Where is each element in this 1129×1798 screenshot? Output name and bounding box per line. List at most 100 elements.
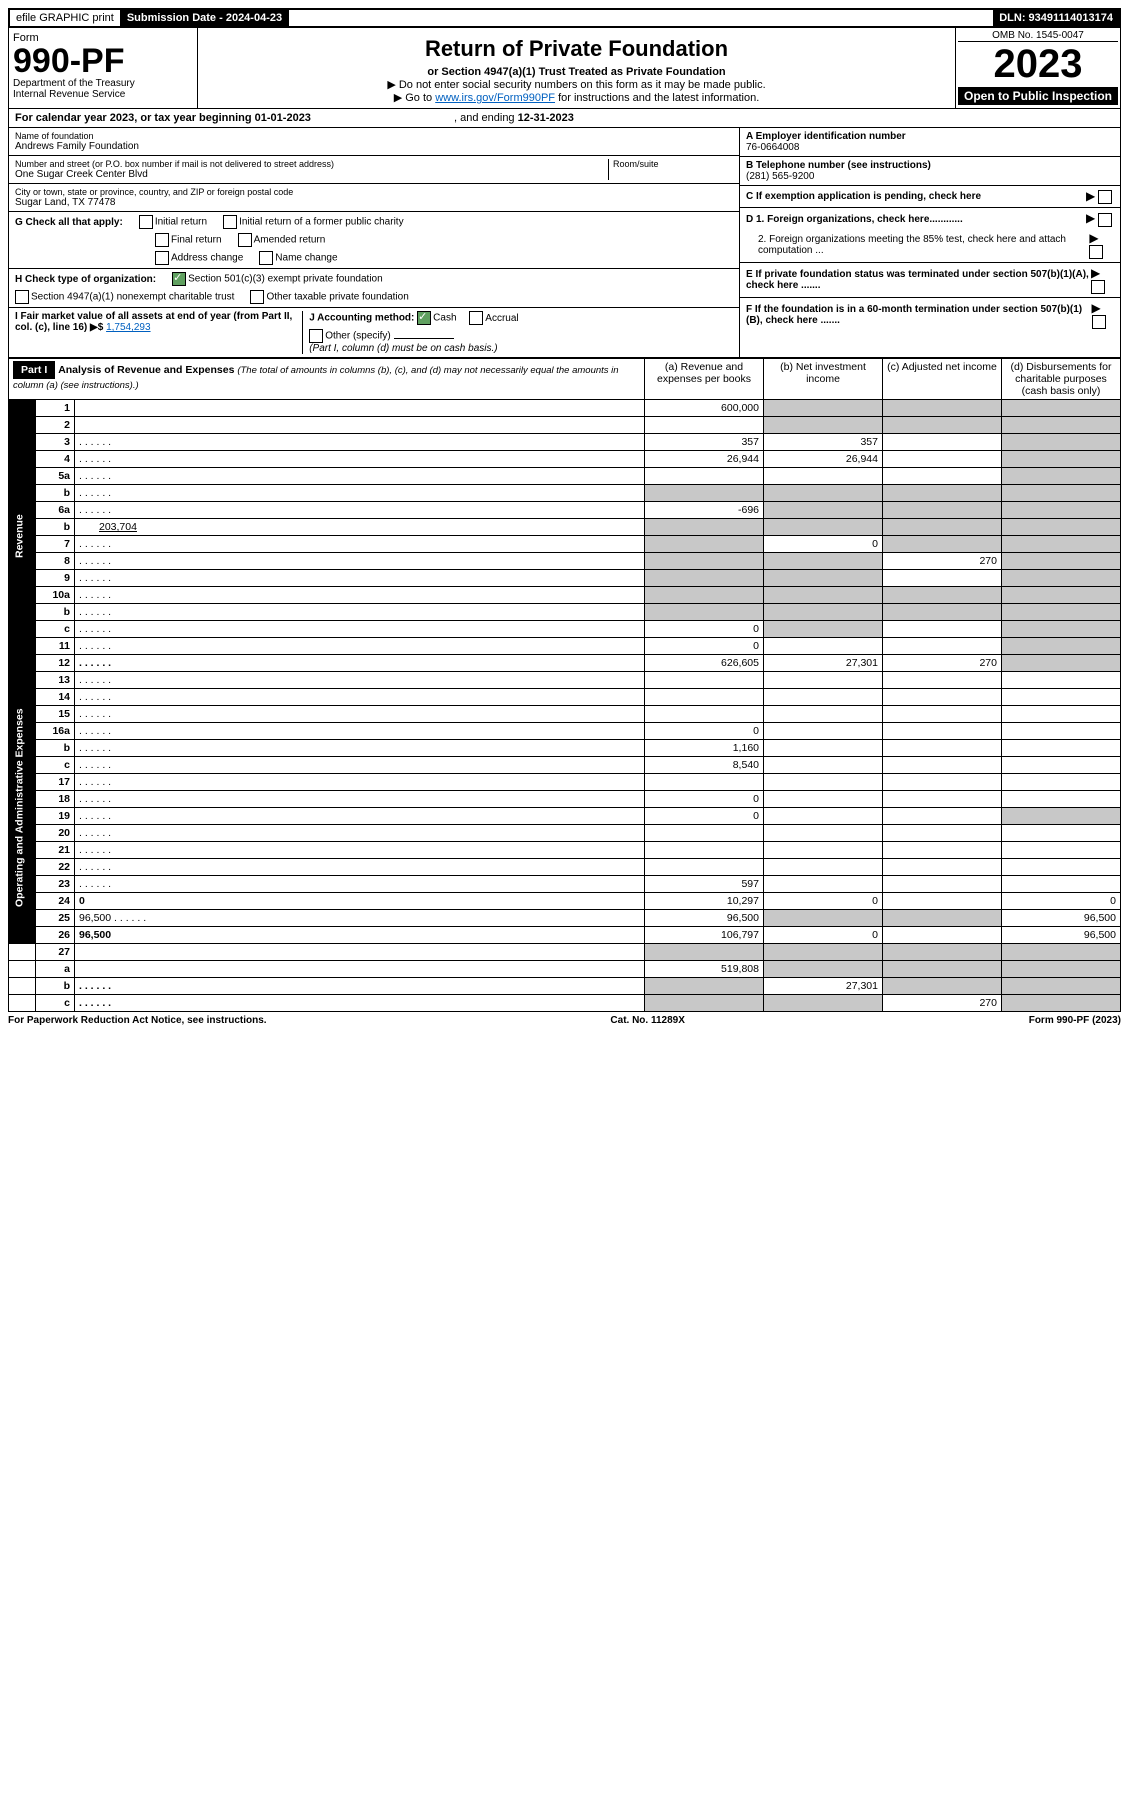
value-cell-d <box>1002 587 1121 604</box>
value-cell-a: 26,944 <box>645 451 764 468</box>
form-number: 990-PF <box>13 44 193 78</box>
value-cell-a <box>645 689 764 706</box>
value-cell-b: 27,301 <box>764 655 883 672</box>
value-cell-d <box>1002 978 1121 995</box>
line-desc: 96,500 . . . . . . <box>75 910 645 927</box>
table-row: c . . . . . .0 <box>9 621 1121 638</box>
line-desc: . . . . . . <box>75 672 645 689</box>
line-desc <box>75 400 645 417</box>
line-desc <box>75 417 645 434</box>
line-number: b <box>36 604 75 621</box>
table-row: 18 . . . . . .0 <box>9 791 1121 808</box>
cb-final[interactable] <box>155 233 169 247</box>
value-cell-d <box>1002 757 1121 774</box>
ein-label: A Employer identification number <box>746 131 906 142</box>
value-cell-c <box>883 417 1002 434</box>
line-number: 12 <box>36 655 75 672</box>
line-number: 27 <box>36 944 75 961</box>
cb-cash[interactable] <box>417 311 431 325</box>
value-cell-c <box>883 672 1002 689</box>
table-row: 16a . . . . . .0 <box>9 723 1121 740</box>
table-row: Operating and Administrative Expenses13 … <box>9 672 1121 689</box>
tel-value: (281) 565-9200 <box>746 171 1114 182</box>
value-cell-d <box>1002 689 1121 706</box>
value-cell-d <box>1002 859 1121 876</box>
value-cell-c <box>883 859 1002 876</box>
line-number: 14 <box>36 689 75 706</box>
value-cell-d <box>1002 672 1121 689</box>
table-row: 2 <box>9 417 1121 434</box>
value-cell-d <box>1002 842 1121 859</box>
value-cell-b <box>764 876 883 893</box>
value-cell-a: 597 <box>645 876 764 893</box>
tel-label: B Telephone number (see instructions) <box>746 160 931 171</box>
table-row: c . . . . . .8,540 <box>9 757 1121 774</box>
line-desc: . . . . . . <box>75 621 645 638</box>
i-value[interactable]: 1,754,293 <box>106 322 151 333</box>
cb-amended[interactable] <box>238 233 252 247</box>
line-desc: . . . . . . <box>75 791 645 808</box>
cb-accrual[interactable] <box>469 311 483 325</box>
cb-c[interactable] <box>1098 190 1112 204</box>
line-desc: . . . . . . <box>75 604 645 621</box>
spacer <box>9 961 36 978</box>
line-desc: . . . . . . <box>75 723 645 740</box>
value-cell-a: 0 <box>645 808 764 825</box>
cb-other-tax[interactable] <box>250 290 264 304</box>
value-cell-b <box>764 910 883 927</box>
cb-501c3[interactable] <box>172 272 186 286</box>
value-cell-c <box>883 451 1002 468</box>
cb-d2[interactable] <box>1089 245 1103 259</box>
cb-name-change[interactable] <box>259 251 273 265</box>
table-row: 5a . . . . . . <box>9 468 1121 485</box>
value-cell-b <box>764 621 883 638</box>
value-cell-c <box>883 519 1002 536</box>
line-number: c <box>36 757 75 774</box>
value-cell-b <box>764 553 883 570</box>
line-number: c <box>36 995 75 1012</box>
table-row: 15 . . . . . . <box>9 706 1121 723</box>
value-cell-b <box>764 995 883 1012</box>
dept-label: Department of the Treasury <box>13 78 193 89</box>
value-cell-b <box>764 519 883 536</box>
line-number: 8 <box>36 553 75 570</box>
city-label: City or town, state or province, country… <box>15 187 733 197</box>
value-cell-d <box>1002 961 1121 978</box>
line-number: b <box>36 519 75 536</box>
cb-4947[interactable] <box>15 290 29 304</box>
cb-f[interactable] <box>1092 315 1106 329</box>
table-row: a519,808 <box>9 961 1121 978</box>
value-cell-a <box>645 587 764 604</box>
value-cell-b <box>764 672 883 689</box>
line-number: 21 <box>36 842 75 859</box>
value-cell-d <box>1002 519 1121 536</box>
line-desc: . . . . . . <box>75 689 645 706</box>
value-cell-d <box>1002 553 1121 570</box>
cb-d1[interactable] <box>1098 213 1112 227</box>
j-label: J Accounting method: <box>309 313 414 324</box>
line-desc: . . . . . . <box>75 876 645 893</box>
line-number: b <box>36 740 75 757</box>
cb-other-method[interactable] <box>309 329 323 343</box>
value-cell-c <box>883 825 1002 842</box>
cb-initial[interactable] <box>139 215 153 229</box>
value-cell-c <box>883 689 1002 706</box>
line-desc: . . . . . . <box>75 468 645 485</box>
cb-e[interactable] <box>1091 280 1105 294</box>
value-cell-b <box>764 723 883 740</box>
h-label: H Check type of organization: <box>15 274 156 285</box>
d1-label: D 1. Foreign organizations, check here..… <box>746 214 963 225</box>
value-cell-a: 8,540 <box>645 757 764 774</box>
table-row: c . . . . . .270 <box>9 995 1121 1012</box>
line-number: 15 <box>36 706 75 723</box>
value-cell-d <box>1002 995 1121 1012</box>
cb-addr-change[interactable] <box>155 251 169 265</box>
line-desc: . . . . . . <box>75 502 645 519</box>
value-cell-c <box>883 638 1002 655</box>
table-row: 11 . . . . . .0 <box>9 638 1121 655</box>
cb-initial-public[interactable] <box>223 215 237 229</box>
value-cell-d <box>1002 536 1121 553</box>
line-number: b <box>36 978 75 995</box>
form-link[interactable]: www.irs.gov/Form990PF <box>435 92 555 104</box>
table-row: 2596,500 . . . . . .96,50096,500 <box>9 910 1121 927</box>
